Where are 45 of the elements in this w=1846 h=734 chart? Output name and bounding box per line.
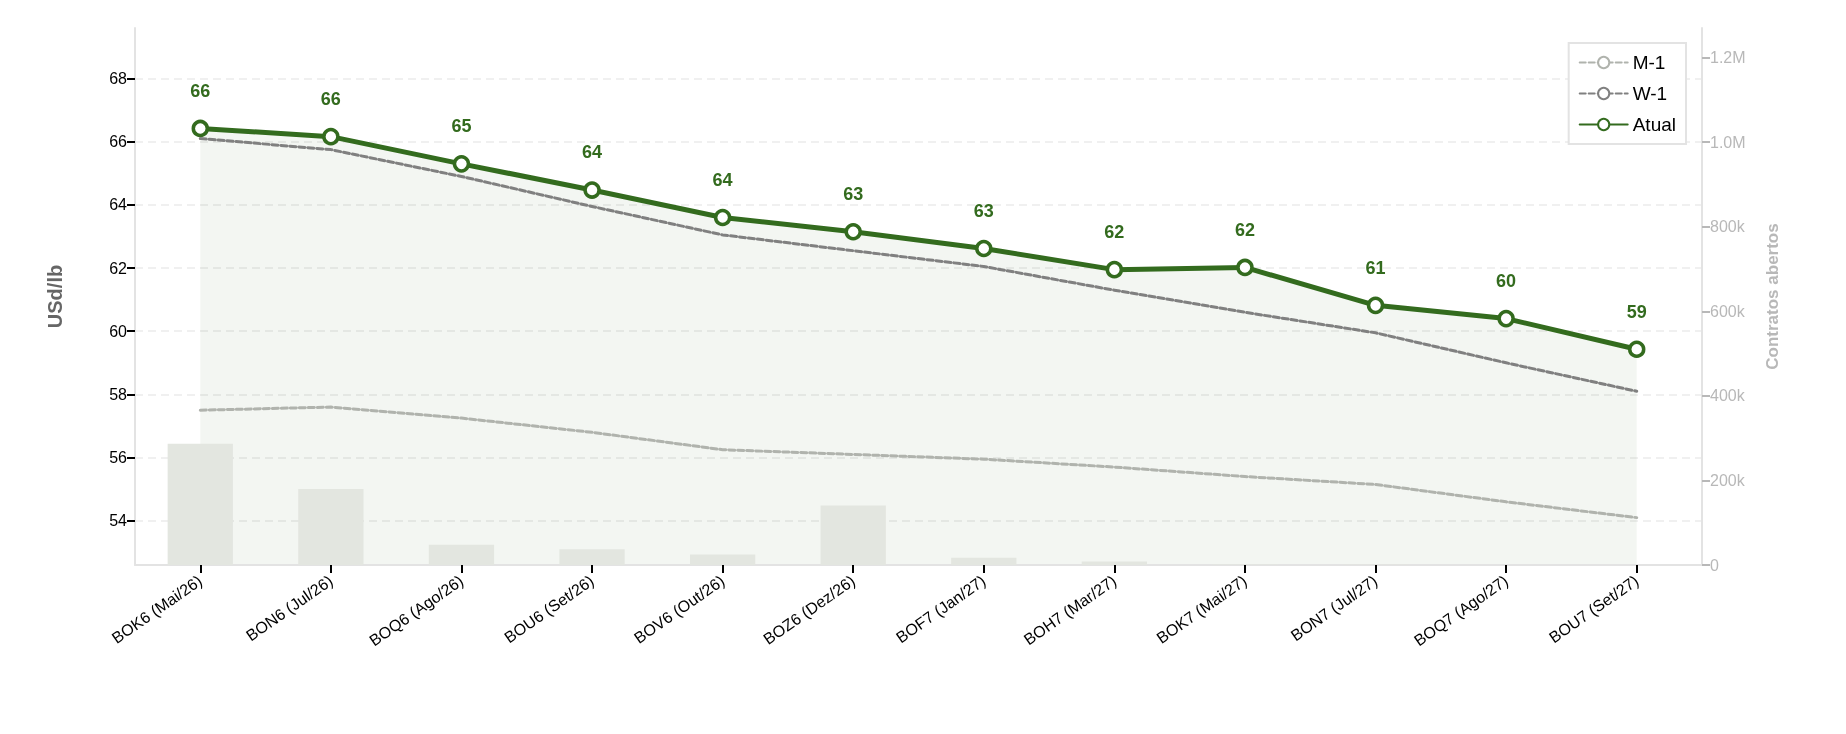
- data-label: 62: [1104, 221, 1125, 242]
- y-tick-label: 58: [109, 385, 128, 403]
- y2-tick-label: 0: [1710, 556, 1719, 574]
- point: [1236, 258, 1254, 277]
- data-label: 64: [712, 169, 733, 190]
- data-label: 66: [190, 80, 211, 101]
- data-label: 62: [1234, 219, 1255, 240]
- data-label: 65: [451, 116, 472, 137]
- data-label: 63: [843, 183, 864, 204]
- data-label: 63: [973, 200, 994, 221]
- point: [1627, 340, 1646, 358]
- y-tick-label: 60: [109, 322, 128, 340]
- point: [713, 208, 732, 227]
- y2-tick-label: 200k: [1710, 471, 1746, 489]
- y2-tick-label: 600k: [1710, 302, 1746, 320]
- point: [975, 239, 993, 258]
- data-label: 59: [1626, 301, 1647, 322]
- point: [191, 119, 210, 138]
- legend-label: Atual: [1632, 114, 1677, 135]
- point: [1105, 260, 1124, 279]
- y-axis-title: USd/lb: [44, 264, 66, 329]
- data-label: 61: [1365, 257, 1386, 278]
- point: [452, 155, 471, 173]
- y-tick-label: 56: [109, 449, 128, 467]
- data-label: 64: [582, 142, 603, 163]
- y-tick-label: 66: [109, 133, 128, 151]
- y-tick-label: 54: [109, 512, 128, 530]
- y2-tick-label: 800k: [1710, 218, 1746, 236]
- y2-tick-label: 1.0M: [1710, 133, 1746, 151]
- data-label: 60: [1496, 270, 1517, 291]
- point: [583, 181, 601, 199]
- point: [1497, 309, 1515, 328]
- y-tick-label: 68: [109, 70, 128, 88]
- y2-tick-label: 1.2M: [1710, 49, 1746, 67]
- data-label: 66: [320, 88, 341, 109]
- legend-label: M-1: [1632, 52, 1666, 73]
- point: [844, 223, 862, 241]
- y2-tick-label: 400k: [1710, 387, 1746, 405]
- point: [1366, 296, 1385, 315]
- y2-axis-title: Contratos abertos: [1763, 223, 1782, 370]
- line-series: [198, 405, 1639, 520]
- legend-label: W-1: [1632, 83, 1668, 104]
- y-tick-label: 64: [109, 196, 128, 214]
- y-tick-label: 62: [109, 259, 128, 277]
- point: [322, 127, 340, 146]
